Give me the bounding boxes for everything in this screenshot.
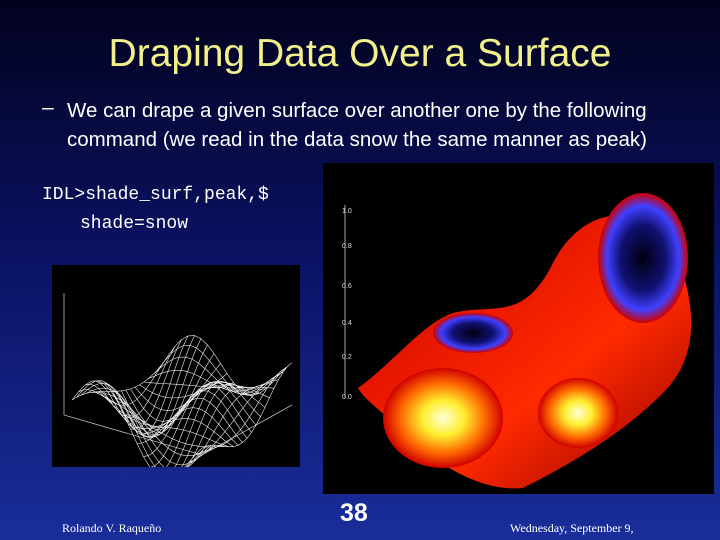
surface-high xyxy=(538,378,618,448)
wireframe xyxy=(71,335,293,467)
code-line: shade=snow xyxy=(80,214,189,234)
axis-label: 0.2 xyxy=(342,354,352,361)
axis-label: 0.6 xyxy=(342,283,352,290)
slide-title: Draping Data Over a Surface xyxy=(108,32,612,75)
axis-label: 0.8 xyxy=(342,243,352,250)
footer-author: Rolando V. Raqueño xyxy=(62,521,162,535)
axis-label: 0.4 xyxy=(342,320,352,327)
bullet-marker: – xyxy=(42,96,54,119)
surface-low xyxy=(598,193,688,323)
surface-high xyxy=(383,368,503,468)
surface-low xyxy=(433,313,513,353)
bullet-text: We can drape a given surface over anothe… xyxy=(67,99,647,151)
surface-image: 1.0 0.8 0.6 0.4 0.2 0.0 xyxy=(323,163,714,494)
code-line: IDL>shade_surf,peak,$ xyxy=(42,185,269,205)
page-number: 38 xyxy=(340,499,368,527)
footer-date: Wednesday, September 9, xyxy=(510,521,634,535)
axis-label: 1.0 xyxy=(342,208,352,215)
wire-mesh xyxy=(71,335,293,467)
axis-label: 0.0 xyxy=(342,394,352,401)
wireframe-image xyxy=(52,265,300,467)
